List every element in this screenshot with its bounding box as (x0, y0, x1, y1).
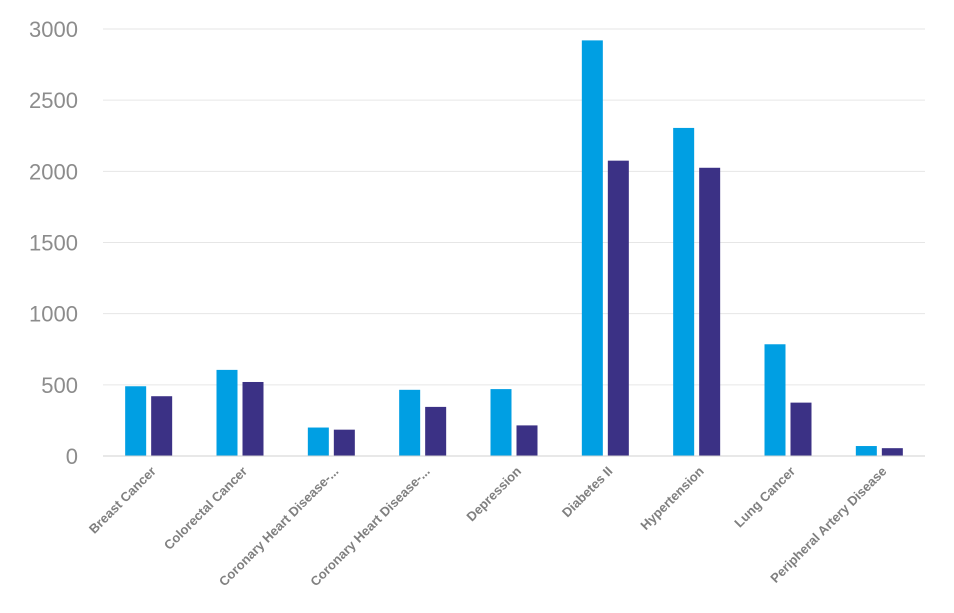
bar-series1-0 (125, 386, 147, 456)
x-tick-label: Diabetes II (559, 464, 616, 521)
y-tick-label: 500 (41, 373, 78, 398)
y-tick-label: 2000 (29, 159, 78, 184)
y-tick-label: 0 (66, 444, 78, 469)
y-axis-ticks: 0 500 1000 1500 2000 2500 3000 (29, 17, 78, 469)
bar-series1-1 (216, 369, 238, 456)
gridlines (103, 28, 925, 386)
bars (125, 40, 903, 457)
bar-series2-0 (151, 396, 173, 456)
y-tick-label: 3000 (29, 17, 78, 42)
bar-series2-3 (425, 406, 447, 456)
bar-series1-4 (490, 389, 512, 456)
bar-series2-2 (333, 429, 355, 456)
y-tick-label: 1500 (29, 231, 78, 256)
bar-series2-1 (242, 381, 264, 456)
bar-series2-5 (607, 160, 629, 457)
bar-series1-2 (307, 427, 329, 456)
bar-series2-7 (790, 402, 812, 456)
bar-series1-7 (764, 344, 786, 456)
bar-series1-3 (399, 389, 421, 456)
x-tick-label: Depression (463, 463, 524, 524)
bar-series2-4 (516, 425, 538, 456)
x-tick-label: Colorectal Cancer (161, 464, 250, 553)
y-tick-label: 2500 (29, 88, 78, 113)
bar-series2-8 (881, 448, 903, 456)
bar-series1-6 (673, 127, 695, 457)
bar-series1-5 (581, 40, 603, 457)
bar-series1-8 (855, 446, 877, 456)
bar-series2-6 (699, 167, 721, 456)
x-tick-label: Hypertension (637, 463, 706, 532)
y-tick-label: 1000 (29, 302, 78, 327)
x-tick-label: Breast Cancer (86, 464, 159, 537)
x-tick-label: Lung Cancer (731, 464, 798, 531)
